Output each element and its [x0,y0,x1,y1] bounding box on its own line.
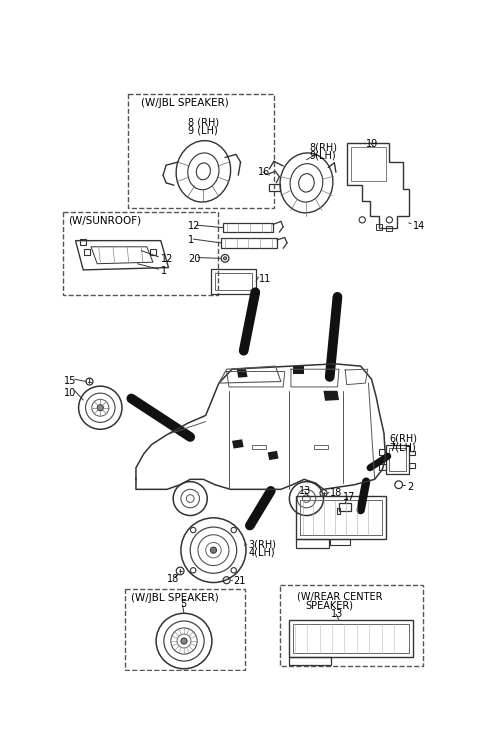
Text: 7(LH): 7(LH) [389,443,416,452]
Text: 2: 2 [407,482,413,492]
Bar [409,451,415,455]
Text: 5: 5 [180,599,186,609]
Bar [211,269,256,294]
Bar [288,621,413,657]
Bar [252,445,266,449]
Text: 1: 1 [188,235,194,245]
Text: 11: 11 [259,274,271,284]
Text: 4(LH): 4(LH) [248,548,275,558]
Bar [385,226,392,231]
Text: 19: 19 [366,139,378,149]
Bar [80,239,86,245]
Bar [379,464,385,470]
Text: 16: 16 [258,167,270,177]
Text: (W/JBL SPEAKER): (W/JBL SPEAKER) [132,593,219,603]
Bar [300,500,382,535]
Text: 21: 21 [233,576,245,587]
Bar [339,503,351,511]
Text: 8(RH): 8(RH) [310,142,337,152]
Bar [314,445,328,449]
Text: 10: 10 [64,388,76,397]
Bar [280,585,423,666]
Text: 9(LH): 9(LH) [310,151,336,161]
Bar [296,496,385,538]
Text: SPEAKER): SPEAKER) [305,601,353,611]
Text: 3(RH): 3(RH) [248,539,276,550]
Bar [221,238,277,248]
Text: (W/JBL SPEAKER): (W/JBL SPEAKER) [141,98,228,108]
Bar [215,273,252,290]
Text: 9 (LH): 9 (LH) [188,126,217,136]
Bar [125,590,245,670]
Bar [296,538,329,548]
Polygon shape [232,440,244,449]
Polygon shape [237,369,248,378]
Bar [389,448,406,470]
Bar [84,249,90,256]
Polygon shape [268,451,278,460]
Bar [376,224,383,230]
Bar [337,508,340,514]
Circle shape [210,547,216,553]
Bar [409,463,415,467]
Text: (W/SUNROOF): (W/SUNROOF) [68,216,141,226]
Polygon shape [324,391,339,401]
Text: 12: 12 [161,253,173,264]
Polygon shape [292,366,304,374]
Bar [292,624,409,654]
Text: 6(RH): 6(RH) [389,434,418,444]
Text: 17: 17 [343,492,355,502]
Bar [330,538,350,545]
Bar [63,212,218,295]
Text: 18: 18 [330,488,342,498]
Bar [150,249,156,256]
Text: 13: 13 [299,486,311,496]
Bar [128,94,274,208]
Circle shape [224,257,227,260]
Text: 12: 12 [188,222,200,231]
Text: 20: 20 [188,253,200,264]
Text: 13: 13 [331,608,344,619]
Text: (W/REAR CENTER: (W/REAR CENTER [297,592,383,602]
Bar [350,147,385,182]
Text: 15: 15 [64,376,76,386]
Circle shape [97,405,103,411]
Text: 8 (RH): 8 (RH) [188,118,219,127]
Text: 14: 14 [413,222,425,231]
Bar [288,657,331,665]
Bar [223,223,273,232]
Circle shape [181,638,187,644]
Bar [379,449,385,455]
Bar [385,445,409,474]
Text: 1: 1 [161,266,167,276]
Bar [269,185,280,191]
Text: 18: 18 [167,574,179,584]
